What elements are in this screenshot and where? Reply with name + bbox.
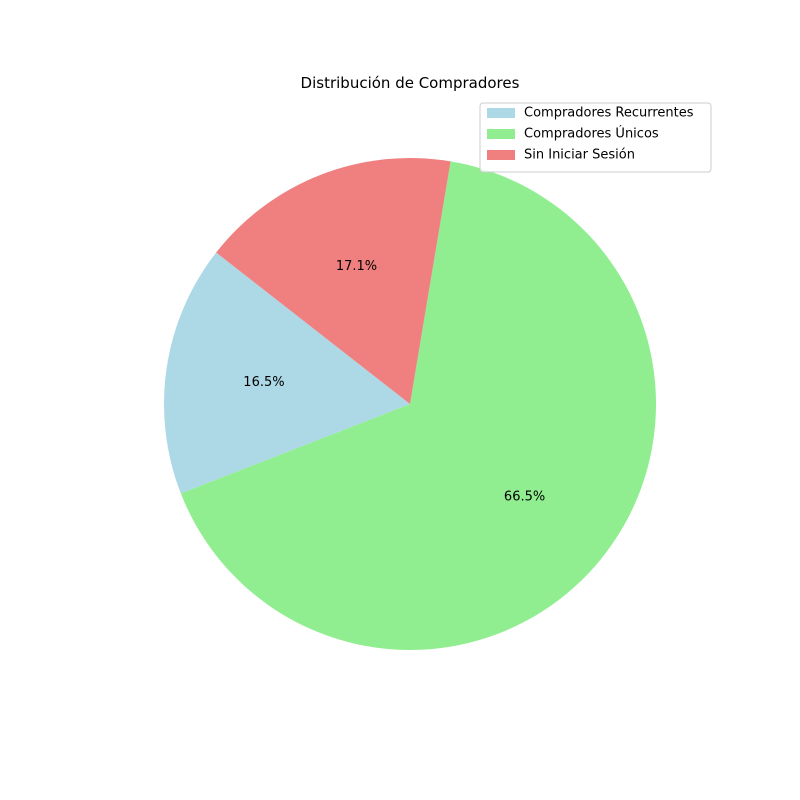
- pie-slice-compradores-unicos: [180, 161, 657, 650]
- legend-swatch-compradores-unicos: [487, 129, 515, 139]
- legend-label-compradores-recurrentes: Compradores Recurrentes: [524, 106, 694, 121]
- legend-swatch-compradores-recurrentes: [487, 108, 515, 118]
- percentage-labels: 16.5% 66.5% 17.1%: [243, 259, 545, 505]
- legend-swatch-sin-iniciar-sesion: [487, 150, 515, 160]
- pct-label-compradores-recurrentes: 16.5%: [243, 375, 284, 390]
- pie-plot: [164, 157, 657, 650]
- legend: Compradores Recurrentes Compradores Único…: [479, 102, 712, 173]
- chart-title: Distribución de Compradores: [301, 74, 520, 92]
- legend-frame: [479, 102, 712, 173]
- legend-label-sin-iniciar-sesion: Sin Iniciar Sesión: [524, 148, 635, 163]
- pct-label-compradores-unicos: 66.5%: [504, 490, 545, 505]
- legend-label-compradores-unicos: Compradores Únicos: [524, 126, 659, 142]
- pie-slice-sin-iniciar-sesion: [216, 157, 451, 404]
- pie-slice-compradores-recurrentes: [164, 252, 410, 494]
- pct-label-sin-iniciar-sesion: 17.1%: [336, 259, 377, 274]
